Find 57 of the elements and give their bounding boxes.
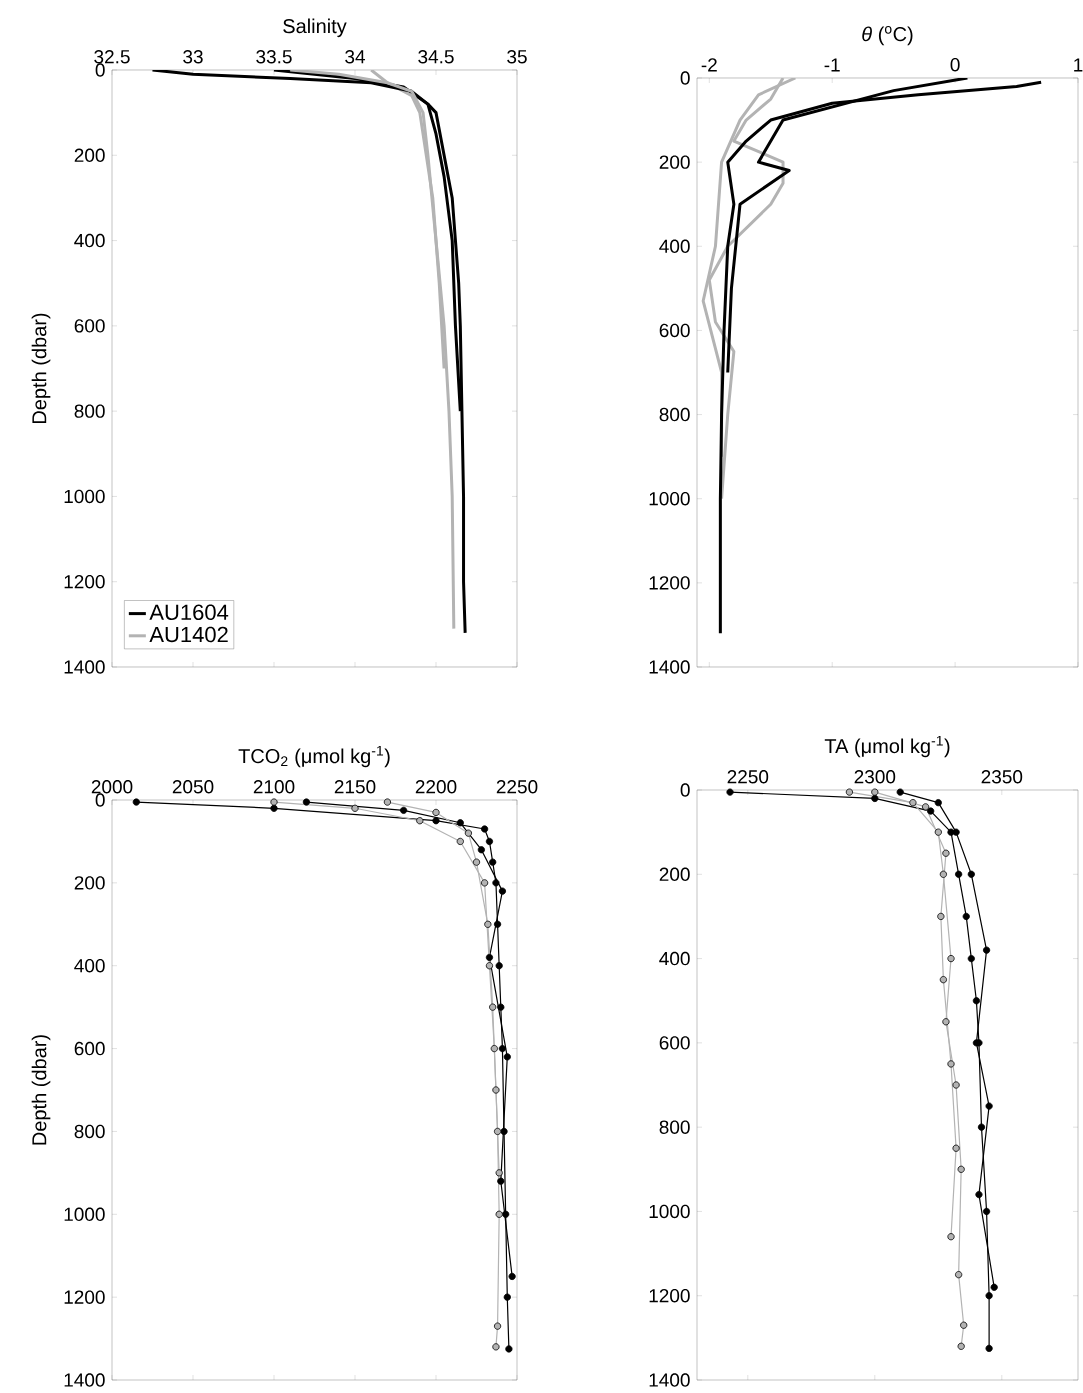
y-tick-label: 0 xyxy=(95,793,105,807)
y-tick-label: 1400 xyxy=(649,1373,690,1387)
y-tick-label: 1200 xyxy=(64,1290,105,1304)
x-tick-label: 2150 xyxy=(334,780,376,794)
y-tick-label: 1000 xyxy=(649,1204,690,1219)
x-tick-label: 2300 xyxy=(854,770,896,784)
x-axis-title: θ ($^{o}$C) xyxy=(862,25,913,46)
y-tick-label: 800 xyxy=(659,407,690,422)
y-tick-label: 400 xyxy=(74,233,105,248)
y-tick-label: 1200 xyxy=(649,576,690,590)
y-tick-label: 200 xyxy=(659,155,690,169)
y-tick-label: 600 xyxy=(74,319,105,333)
y-axis-title: Depth (dbar) xyxy=(31,1035,51,1145)
y-tick-label: 1000 xyxy=(64,489,105,504)
x-axis-title: TA (μmol kg$^{-1}$) xyxy=(824,735,950,758)
y-tick-label: 400 xyxy=(659,951,690,966)
y-tick-label: 800 xyxy=(659,1120,690,1134)
y-tick-label: 1000 xyxy=(64,1207,105,1222)
y-tick-label: 600 xyxy=(659,1036,690,1050)
x-tick-label: 33 xyxy=(183,50,203,64)
y-tick-label: 1400 xyxy=(64,660,105,674)
legend-label: AU1604 xyxy=(149,604,229,621)
x-axis-title: Salinity xyxy=(283,18,347,38)
y-tick-label: 600 xyxy=(74,1041,105,1056)
y-tick-label: 200 xyxy=(74,148,105,163)
y-axis-title: Depth (dbar) xyxy=(31,313,51,423)
y-tick-label: 1200 xyxy=(64,574,105,589)
x-tick-label: 2050 xyxy=(172,780,214,794)
y-tick-label: 600 xyxy=(659,323,690,338)
y-tick-label: 1200 xyxy=(649,1289,690,1303)
x-tick-label: -2 xyxy=(701,58,717,72)
x-tick-label: 2250 xyxy=(727,770,769,784)
x-tick-label: 33.5 xyxy=(256,50,292,64)
y-tick-label: 0 xyxy=(680,71,690,85)
legend-label: AU1402 xyxy=(149,626,228,643)
x-tick-label: 1 xyxy=(1074,58,1083,72)
y-tick-label: 200 xyxy=(659,867,690,882)
y-tick-label: 1400 xyxy=(64,1373,105,1387)
x-tick-label: 2000 xyxy=(91,780,133,794)
x-tick-label: 35 xyxy=(507,50,527,64)
x-tick-label: 32.5 xyxy=(94,50,130,64)
x-tick-label: 2200 xyxy=(415,780,457,794)
y-tick-label: 400 xyxy=(74,958,105,973)
y-tick-label: 1400 xyxy=(649,660,690,674)
x-tick-label: 2350 xyxy=(981,770,1023,784)
x-axis-title: TCO$_{2}$ (μmol kg$^{-1}$) xyxy=(238,745,390,768)
x-tick-label: 0 xyxy=(950,58,960,72)
x-tick-label: -1 xyxy=(824,58,840,72)
x-tick-label: 34.5 xyxy=(418,50,454,64)
x-tick-label: 34 xyxy=(345,50,366,64)
x-tick-label: 2250 xyxy=(496,780,538,794)
y-tick-label: 400 xyxy=(659,239,690,254)
x-tick-label: 2100 xyxy=(253,780,295,794)
y-tick-label: 800 xyxy=(74,404,105,418)
y-tick-label: 800 xyxy=(74,1124,105,1139)
y-tick-label: 200 xyxy=(74,876,105,890)
y-tick-label: 1000 xyxy=(649,491,690,506)
